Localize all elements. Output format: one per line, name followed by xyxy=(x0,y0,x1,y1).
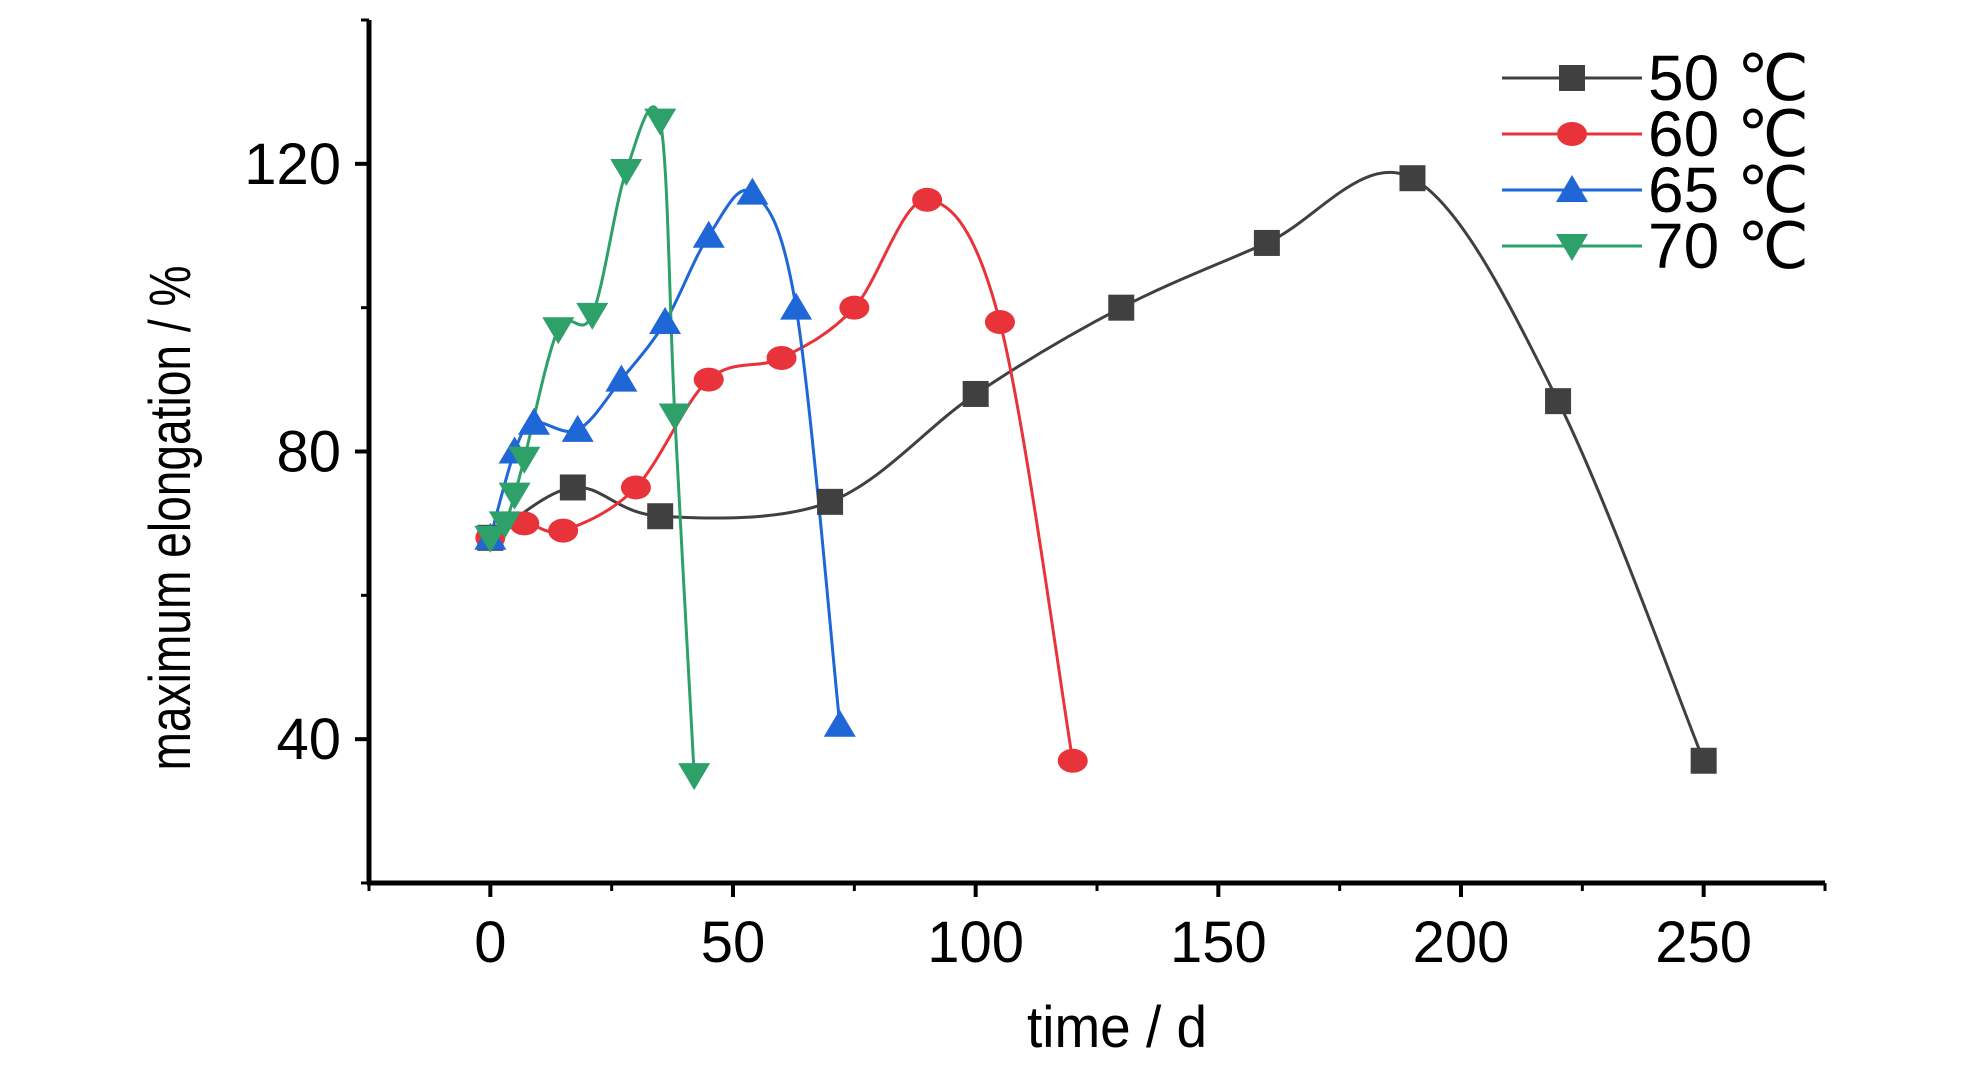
data-point xyxy=(839,295,870,320)
data-point xyxy=(1399,165,1426,192)
data-point xyxy=(508,446,541,474)
legend-marker xyxy=(1557,122,1587,146)
data-point xyxy=(693,367,724,392)
ticks-layer: 0 50 100 150 200 250 40 80 120 xyxy=(244,18,1827,975)
y-tick-label: 40 xyxy=(276,707,341,772)
legend-marker xyxy=(1559,65,1585,91)
data-point xyxy=(561,414,594,442)
data-point xyxy=(644,108,677,136)
x-tick-label: 200 xyxy=(1413,910,1510,975)
data-point xyxy=(576,302,609,330)
data-point xyxy=(647,503,674,530)
data-point xyxy=(610,159,643,187)
data-point xyxy=(548,518,579,543)
data-point xyxy=(1690,747,1717,774)
legend-marker xyxy=(1556,175,1588,202)
data-point xyxy=(1545,388,1572,415)
x-axis-label: time / d xyxy=(1027,995,1207,1060)
x-tick-label: 250 xyxy=(1655,910,1752,975)
axes-layer xyxy=(366,20,1825,886)
x-tick-label: 50 xyxy=(701,910,766,975)
x-tick-label: 150 xyxy=(1170,910,1267,975)
data-point xyxy=(823,709,856,737)
legend-label: 50 ℃ xyxy=(1648,42,1809,114)
x-tick-label: 0 xyxy=(474,910,506,975)
series-line-2 xyxy=(488,188,842,725)
data-point xyxy=(559,474,586,501)
x-tick-label: 100 xyxy=(927,910,1024,975)
legend-label: 70 ℃ xyxy=(1648,210,1809,282)
data-point xyxy=(984,310,1015,335)
data-point xyxy=(518,407,551,435)
legend-label: 60 ℃ xyxy=(1648,98,1809,170)
data-point xyxy=(692,220,725,248)
y-tick-label: 120 xyxy=(244,132,341,197)
data-point xyxy=(498,482,531,510)
data-point xyxy=(1108,294,1135,321)
data-point xyxy=(474,525,507,553)
curves-layer xyxy=(488,105,1706,776)
data-point xyxy=(1057,748,1088,773)
y-tick-label: 80 xyxy=(276,420,341,485)
data-point xyxy=(1253,229,1280,256)
series-line-0 xyxy=(489,170,1706,762)
y-axis-label: maximum elongation / % xyxy=(138,266,203,771)
legend: 50 ℃60 ℃65 ℃70 ℃ xyxy=(1502,42,1809,282)
markers-layer xyxy=(474,108,1717,791)
data-point xyxy=(780,292,813,320)
data-point xyxy=(488,511,521,539)
data-point xyxy=(605,364,638,392)
data-point xyxy=(736,177,769,205)
data-point xyxy=(912,187,943,212)
data-point xyxy=(962,380,989,407)
data-point xyxy=(649,307,682,335)
data-point xyxy=(678,763,711,791)
legend-label: 65 ℃ xyxy=(1648,154,1809,226)
data-point xyxy=(542,317,575,345)
data-point xyxy=(817,488,844,515)
data-point xyxy=(766,346,797,371)
legend-marker xyxy=(1556,234,1588,261)
data-point xyxy=(620,475,651,500)
data-point xyxy=(658,403,691,431)
